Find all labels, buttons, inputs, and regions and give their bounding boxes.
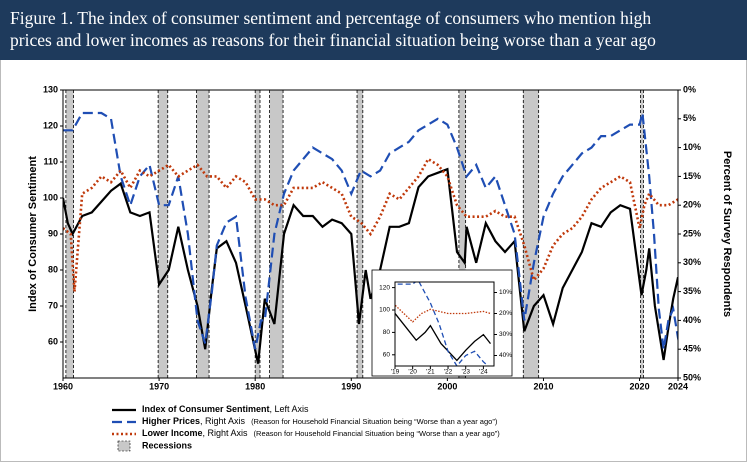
y-tick-label: 100	[379, 307, 390, 314]
y2-tick-label: 40%	[683, 315, 701, 325]
y2-tick-label: 20%	[499, 310, 512, 317]
y-tick-label: 120	[43, 120, 58, 130]
plot-area	[63, 90, 678, 378]
x-tick-label: 2024	[668, 381, 688, 391]
recession-band	[196, 90, 210, 378]
x-tick-label: 2000	[437, 381, 457, 391]
legend-name: Lower Income	[142, 428, 203, 438]
header	[0, 0, 747, 60]
recession-band	[158, 90, 168, 378]
legend-label: Recessions	[142, 440, 192, 450]
recession-band	[458, 90, 466, 378]
x-tick-label: 1960	[53, 381, 73, 391]
x-tick-label: '24	[479, 369, 488, 376]
y2-axis-title: Percent of Survey Respondents	[721, 151, 733, 317]
y-tick-label: 90	[48, 228, 58, 238]
x-tick-label: 1970	[149, 381, 169, 391]
x-tick-label: '23	[461, 369, 470, 376]
y2-tick-label: 35%	[683, 286, 701, 296]
legend-name: Higher Prices	[142, 416, 200, 426]
legend-swatch	[117, 440, 131, 452]
y-tick-label: 70	[48, 300, 58, 310]
y2-tick-label: 45%	[683, 344, 701, 354]
x-tick-label: '22	[444, 369, 453, 376]
y2-tick-label: 30%	[499, 331, 512, 338]
y2-tick-label: 25%	[683, 228, 701, 238]
y-axis-title: Index of Consumer Sentiment	[27, 156, 39, 312]
x-tick-label: '20	[408, 369, 417, 376]
y2-tick-label: 10%	[499, 289, 512, 296]
x-tick-label: 2010	[533, 381, 553, 391]
legend-label: Higher Prices, Right Axis (Reason for Hou…	[142, 416, 498, 426]
y-tick-label: 100	[43, 192, 58, 202]
recession-band	[255, 90, 260, 378]
y2-tick-label: 5%	[683, 113, 696, 123]
legend-note: , Right Axis	[200, 416, 246, 426]
recession-band	[269, 90, 284, 378]
inset: 60 80 100 120 10% 20% 30% 40% '19 '20 '21 '22 '23 '24	[379, 281, 512, 376]
title-line: Figure 1. The index of consumer sentimen…	[10, 8, 651, 28]
y2-tick-label: 50%	[683, 372, 701, 382]
recession-band	[65, 90, 74, 378]
legend-note: , Right Axis	[203, 428, 249, 438]
inset-box	[371, 269, 513, 377]
y2-tick-label: 15%	[683, 171, 701, 181]
legend-desc: (Reason for Household Financial Situatio…	[251, 417, 498, 426]
legend-label: Lower Income, Right Axis (Reason for Hous…	[142, 428, 500, 438]
title-line: prices and lower incomes as reasons for …	[10, 30, 656, 50]
recession-band	[640, 90, 644, 378]
legend-name: Index of Consumer Sentiment	[142, 404, 270, 414]
legend-desc: (Reason for Household Financial Situatio…	[254, 429, 501, 438]
y-tick-label: 60	[48, 336, 58, 346]
x-tick-label: 1980	[245, 381, 265, 391]
x-tick-label: '19	[391, 369, 400, 376]
y-tick-label: 110	[43, 156, 58, 166]
legend-note: , Left Axis	[270, 404, 310, 414]
x-tick-label: '21	[426, 369, 435, 376]
y-tick-label: 120	[379, 284, 390, 291]
recession-band	[357, 90, 363, 378]
x-tick-label: 2020	[630, 381, 650, 391]
y2-tick-label: 20%	[683, 200, 701, 210]
y-tick-label: 80	[383, 329, 391, 336]
y-tick-label: 80	[48, 264, 58, 274]
y-tick-label: 60	[383, 352, 391, 359]
y-tick-label: 130	[43, 84, 58, 94]
x-tick-label: 1990	[341, 381, 361, 391]
plot-border	[394, 281, 495, 367]
y2-tick-label: 30%	[683, 257, 701, 267]
recession-band	[523, 90, 539, 378]
legend-label: Index of Consumer Sentiment, Left Axis	[142, 404, 309, 414]
y2-tick-label: 0%	[683, 84, 696, 94]
series-line	[63, 111, 678, 350]
y2-tick-label: 40%	[499, 352, 512, 359]
y2-tick-label: 10%	[683, 142, 701, 152]
